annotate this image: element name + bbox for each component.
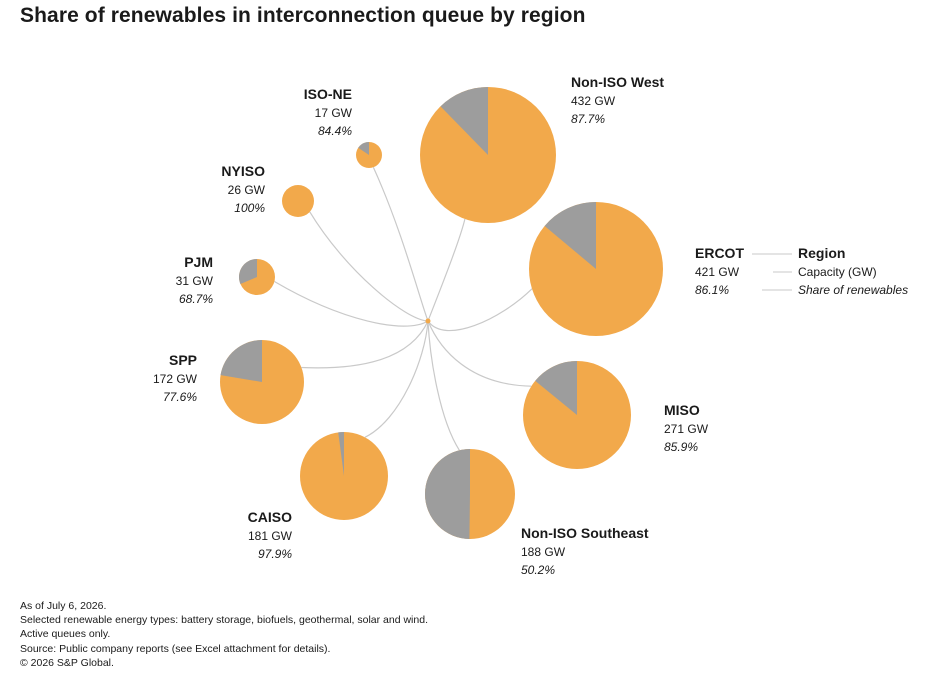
region-name-nyiso: NYISO: [221, 163, 265, 179]
legend-share: Share of renewables: [798, 283, 908, 297]
region-capacity-miso: 271 GW: [664, 422, 709, 436]
pie-iso-ne: [356, 142, 382, 168]
connector-spp: [301, 320, 429, 369]
footnote-types: Selected renewable energy types: battery…: [20, 614, 428, 627]
region-name-pjm: PJM: [184, 254, 213, 270]
region-share-iso-ne: 84.4%: [318, 124, 352, 138]
label-group-non-iso-west: Non-ISO West 432 GW 87.7%: [571, 74, 664, 126]
region-share-spp: 77.6%: [163, 390, 197, 404]
region-name-ercot: ERCOT: [695, 245, 744, 261]
pie-slice-other-non-iso-west: [440, 87, 488, 155]
pie-non-iso-west: [420, 87, 556, 223]
region-share-ercot: 86.1%: [695, 283, 729, 297]
pie-slice-other-ercot: [544, 202, 596, 269]
region-share-non-iso-southeast: 50.2%: [521, 563, 555, 577]
connector-pjm: [274, 280, 429, 327]
region-share-pjm: 68.7%: [179, 292, 213, 306]
pie-slice-other-pjm: [239, 259, 257, 284]
pie-ercot: [529, 202, 663, 336]
legend-capacity: Capacity (GW): [798, 265, 877, 279]
label-group-spp: SPP 172 GW 77.6%: [153, 352, 198, 404]
region-name-spp: SPP: [169, 352, 197, 368]
connector-non-iso-southeast: [427, 320, 460, 451]
legend: Region Capacity (GW) Share of renewables: [752, 245, 908, 297]
pie-slice-renewable-nyiso: [282, 185, 314, 217]
region-capacity-non-iso-southeast: 188 GW: [521, 545, 566, 559]
footnote-active: Active queues only.: [20, 628, 111, 641]
chart-title: Share of renewables in interconnection q…: [20, 4, 586, 27]
region-capacity-pjm: 31 GW: [176, 274, 214, 288]
legend-region: Region: [798, 245, 845, 261]
region-share-nyiso: 100%: [234, 201, 265, 215]
region-capacity-nyiso: 26 GW: [228, 183, 266, 197]
region-name-non-iso-southeast: Non-ISO Southeast: [521, 525, 649, 541]
pie-nyiso: [282, 185, 314, 217]
footnote-date: As of July 6, 2026.: [20, 600, 107, 612]
pie-pjm: [239, 259, 275, 295]
pie-slice-other-iso-ne: [358, 142, 369, 155]
pie-slice-other-miso: [535, 361, 577, 415]
label-group-pjm: PJM 31 GW 68.7%: [176, 254, 214, 306]
label-group-ercot: ERCOT 421 GW 86.1%: [695, 245, 744, 297]
region-capacity-caiso: 181 GW: [248, 529, 293, 543]
pie-spp: [220, 340, 304, 424]
pies-layer: [220, 87, 663, 539]
pie-miso: [523, 361, 631, 469]
connector-iso-ne: [372, 166, 429, 322]
hub-dot: [425, 318, 431, 324]
label-group-miso: MISO 271 GW 85.9%: [664, 402, 709, 454]
region-capacity-spp: 172 GW: [153, 372, 198, 386]
region-share-caiso: 97.9%: [258, 547, 292, 561]
region-share-miso: 85.9%: [664, 440, 698, 454]
region-name-miso: MISO: [664, 402, 700, 418]
pie-slice-other-non-iso-southeast: [425, 449, 470, 539]
region-capacity-iso-ne: 17 GW: [315, 106, 353, 120]
region-capacity-non-iso-west: 432 GW: [571, 94, 616, 108]
connector-ercot: [427, 288, 533, 332]
footnote-source: Source: Public company reports (see Exce…: [20, 642, 331, 655]
connector-caiso: [364, 320, 429, 438]
label-group-non-iso-southeast: Non-ISO Southeast 188 GW 50.2%: [521, 525, 649, 577]
connector-miso: [427, 320, 532, 387]
label-group-iso-ne: ISO-NE 17 GW 84.4%: [304, 86, 353, 138]
region-name-iso-ne: ISO-NE: [304, 86, 352, 102]
pie-slice-other-caiso: [338, 432, 344, 476]
label-group-nyiso: NYISO 26 GW 100%: [221, 163, 265, 215]
region-name-caiso: CAISO: [248, 509, 292, 525]
region-name-non-iso-west: Non-ISO West: [571, 74, 664, 90]
connector-nyiso: [309, 211, 429, 322]
region-capacity-ercot: 421 GW: [695, 265, 740, 279]
connectors-layer: [274, 166, 533, 451]
pie-non-iso-southeast: [425, 449, 515, 539]
region-share-non-iso-west: 87.7%: [571, 112, 605, 126]
connector-non-iso-west: [427, 218, 466, 322]
footnote-copyright: © 2026 S&P Global.: [20, 656, 114, 669]
label-group-caiso: CAISO 181 GW 97.9%: [248, 509, 293, 561]
footnotes: As of July 6, 2026. Selected renewable e…: [20, 599, 428, 670]
pie-slice-other-spp: [220, 340, 262, 382]
pie-caiso: [300, 432, 388, 520]
